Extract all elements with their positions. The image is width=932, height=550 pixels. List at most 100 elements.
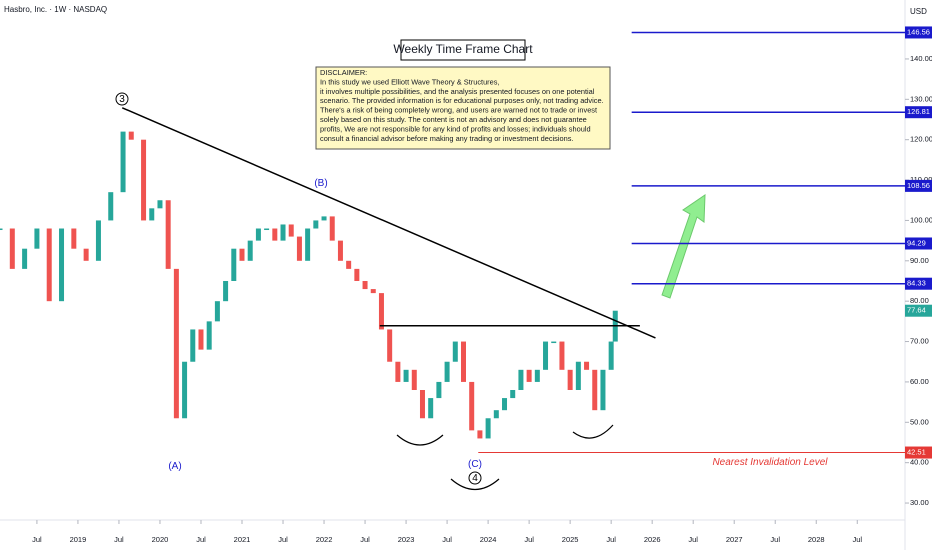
candle bbox=[190, 329, 196, 362]
x-tick-label: Jul bbox=[442, 535, 452, 544]
candle bbox=[198, 329, 204, 350]
candle bbox=[534, 369, 540, 382]
candle bbox=[592, 369, 598, 411]
y-tick-label: 130.00 bbox=[910, 94, 932, 103]
disclaimer-line: In this study we used Elliott Wave Theor… bbox=[320, 77, 500, 86]
candle bbox=[305, 228, 311, 261]
candle bbox=[95, 220, 101, 261]
trendline bbox=[121, 107, 656, 339]
x-tick-label: Jul bbox=[606, 535, 616, 544]
y-tick-label: 70.00 bbox=[910, 337, 929, 346]
candle bbox=[485, 418, 491, 439]
candle bbox=[387, 329, 393, 362]
y-tick-label: 100.00 bbox=[910, 215, 932, 224]
x-tick-label: Jul bbox=[688, 535, 698, 544]
y-tick-label: 60.00 bbox=[910, 377, 929, 386]
x-tick-label: 2022 bbox=[316, 535, 333, 544]
target-label-box bbox=[905, 26, 932, 39]
candle bbox=[329, 216, 335, 241]
invalidation-value: 42.51 bbox=[907, 448, 926, 457]
candle bbox=[141, 139, 147, 221]
candle bbox=[22, 248, 28, 269]
candle bbox=[247, 240, 253, 261]
candle bbox=[255, 228, 261, 241]
x-tick-label: 2020 bbox=[152, 535, 169, 544]
candle bbox=[444, 361, 450, 382]
candle bbox=[403, 369, 409, 382]
candle bbox=[460, 341, 466, 382]
x-tick-label: Jul bbox=[32, 535, 42, 544]
candle bbox=[378, 293, 384, 330]
candle bbox=[419, 390, 425, 419]
invalidation-label: Nearest Invalidation Level bbox=[712, 457, 828, 468]
disclaimer-line: consult a financial advisor before makin… bbox=[320, 134, 573, 143]
arc bbox=[450, 478, 500, 491]
candle bbox=[231, 248, 237, 281]
target-label-box bbox=[905, 277, 932, 290]
candle bbox=[272, 228, 278, 241]
candle bbox=[411, 369, 417, 390]
target-label-box bbox=[905, 179, 932, 192]
disclaimer-line: There's a risk of being completely wrong… bbox=[320, 106, 597, 115]
candle bbox=[518, 369, 524, 390]
x-tick-label: Jul bbox=[852, 535, 862, 544]
y-tick-label: 120.00 bbox=[910, 135, 932, 144]
candle bbox=[288, 224, 294, 237]
x-tick-label: 2021 bbox=[234, 535, 251, 544]
candle bbox=[502, 398, 508, 411]
candle bbox=[510, 390, 516, 399]
x-tick-label: Jul bbox=[524, 535, 534, 544]
target-label: 108.56 bbox=[907, 181, 930, 190]
last-price-label: 77.64 bbox=[907, 306, 926, 315]
y-tick-label: 80.00 bbox=[910, 296, 929, 305]
target-label: 84.33 bbox=[907, 279, 926, 288]
disclaimer-line: it involves multiple possibilities, and … bbox=[320, 87, 595, 96]
wave-label: (B) bbox=[314, 178, 327, 189]
candle bbox=[337, 240, 343, 261]
arc bbox=[396, 434, 444, 446]
header: Hasbro, Inc. · 1W · NASDAQ bbox=[4, 5, 107, 14]
wave-label: (A) bbox=[168, 461, 181, 472]
target-label-box bbox=[905, 237, 932, 250]
candle bbox=[493, 410, 499, 419]
candle bbox=[223, 280, 229, 302]
chart-title: Weekly Time Frame Chart bbox=[393, 42, 533, 56]
candle bbox=[477, 430, 483, 439]
candle bbox=[608, 341, 614, 370]
y-tick-label: 140.00 bbox=[910, 54, 932, 63]
y-tick-label: 40.00 bbox=[910, 458, 929, 467]
currency: USD bbox=[910, 7, 927, 16]
last-price-box bbox=[905, 304, 932, 317]
candle bbox=[321, 216, 327, 221]
x-tick-label: 2028 bbox=[808, 535, 825, 544]
candle bbox=[346, 260, 352, 269]
target-label-box bbox=[905, 106, 932, 119]
x-tick-label: Jul bbox=[770, 535, 780, 544]
disclaimer-line: solely based on this study. The content … bbox=[320, 115, 587, 124]
candle bbox=[108, 192, 114, 221]
disclaimer-box bbox=[315, 66, 611, 150]
x-tick-label: Jul bbox=[196, 535, 206, 544]
disclaimer-line: scenario. The provided information is fo… bbox=[320, 96, 604, 105]
candle bbox=[0, 228, 3, 231]
candle bbox=[173, 268, 179, 419]
candle bbox=[206, 321, 212, 350]
candle bbox=[600, 369, 606, 411]
x-tick-label: Jul bbox=[360, 535, 370, 544]
candle bbox=[120, 131, 126, 193]
candle bbox=[9, 228, 15, 269]
wave-label: 4 bbox=[472, 473, 478, 484]
target-arrow bbox=[661, 194, 706, 299]
candle bbox=[128, 131, 134, 140]
candle bbox=[567, 369, 573, 390]
candle bbox=[526, 369, 532, 382]
target-label: 146.56 bbox=[907, 27, 930, 36]
candle bbox=[575, 361, 581, 390]
candle bbox=[149, 208, 155, 221]
candle bbox=[395, 361, 401, 382]
candle bbox=[296, 236, 302, 261]
candle bbox=[71, 228, 77, 249]
candle bbox=[428, 398, 434, 419]
candle bbox=[34, 228, 40, 249]
